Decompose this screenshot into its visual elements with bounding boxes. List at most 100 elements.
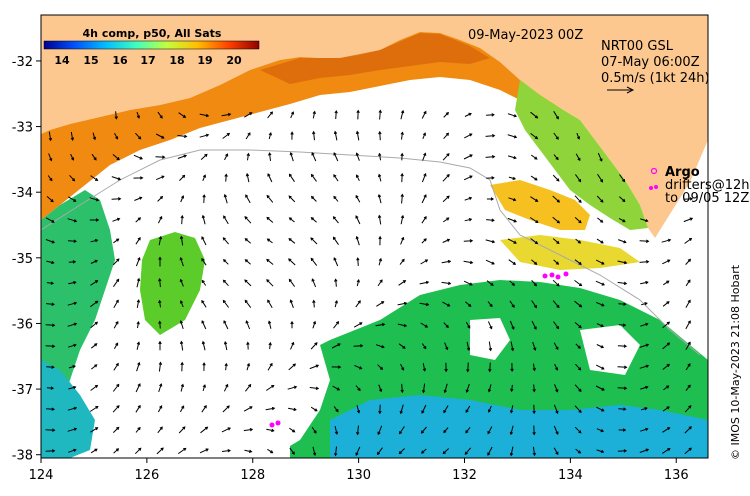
- current-vector-head: [667, 427, 671, 431]
- current-vector-head: [468, 196, 473, 201]
- current-vector-head: [271, 428, 275, 433]
- current-vector: [662, 301, 670, 307]
- current-vector: [246, 173, 250, 183]
- current-vector-head: [490, 282, 494, 286]
- current-vector-head: [333, 195, 337, 200]
- current-vector: [90, 427, 98, 433]
- current-vector-head: [312, 452, 317, 457]
- current-vector-head: [116, 383, 120, 387]
- current-vector: [685, 384, 691, 392]
- current-vector-head: [466, 369, 470, 373]
- current-vector-head: [488, 347, 493, 352]
- current-vector: [467, 362, 469, 372]
- current-vector: [379, 131, 381, 141]
- colorbar-tick: 19: [197, 54, 212, 67]
- current-vector-head: [179, 300, 184, 304]
- current-vector-head: [533, 304, 537, 309]
- current-vector: [48, 131, 52, 141]
- current-vector: [356, 174, 360, 182]
- current-vector: [375, 344, 385, 348]
- current-vector: [46, 196, 54, 202]
- current-vector-head: [266, 216, 270, 221]
- current-vector-head: [423, 152, 427, 156]
- current-vector: [421, 404, 427, 414]
- current-vector: [335, 110, 337, 120]
- current-vector: [266, 195, 274, 203]
- current-vector-head: [183, 154, 188, 158]
- current-vector: [377, 364, 383, 370]
- current-vector: [333, 216, 339, 224]
- current-vector-head: [227, 112, 232, 117]
- current-vector-head: [623, 281, 628, 286]
- current-vector: [464, 133, 472, 139]
- current-vector: [485, 156, 495, 158]
- current-vector-head: [645, 239, 650, 243]
- current-vector-head: [136, 277, 141, 282]
- current-vector: [443, 112, 449, 118]
- current-vector-head: [487, 409, 492, 413]
- current-vector-head: [555, 431, 559, 435]
- current-vector-head: [224, 362, 228, 367]
- current-vector: [685, 342, 691, 350]
- current-vector-head: [468, 218, 473, 222]
- current-vector-head: [159, 215, 163, 220]
- current-vector: [401, 132, 403, 140]
- current-vector-head: [182, 174, 186, 179]
- current-vector-head: [223, 259, 227, 263]
- current-vector: [442, 174, 450, 182]
- current-vector-head: [447, 281, 452, 286]
- current-vector-head: [687, 320, 691, 324]
- current-vector-head: [311, 278, 315, 282]
- current-vector: [355, 385, 361, 391]
- current-vector-head: [222, 279, 227, 283]
- current-vector: [288, 407, 296, 411]
- current-vector-head: [555, 451, 559, 456]
- current-vector: [246, 363, 250, 371]
- current-vector: [158, 383, 162, 393]
- current-vector: [288, 363, 296, 371]
- current-vector-head: [267, 320, 272, 324]
- current-vector: [135, 237, 141, 245]
- current-vector: [662, 321, 670, 329]
- current-vector-head: [139, 156, 143, 160]
- current-vector-head: [422, 368, 427, 372]
- current-vector: [90, 300, 98, 308]
- current-vector: [136, 300, 140, 308]
- current-vector: [422, 383, 426, 393]
- current-vector-head: [115, 136, 119, 140]
- current-vector: [311, 174, 317, 182]
- current-vector-head: [534, 241, 539, 245]
- current-vector-head: [137, 217, 142, 221]
- current-vector: [202, 175, 206, 181]
- current-vector: [311, 426, 317, 434]
- current-vector: [507, 238, 517, 244]
- argo-float-markers: [269, 271, 569, 428]
- current-vector-head: [50, 386, 55, 390]
- current-vector-head: [446, 195, 450, 199]
- current-vector-head: [687, 363, 691, 367]
- current-vector-head: [401, 236, 405, 241]
- current-vector-head: [289, 299, 293, 303]
- current-vector: [45, 324, 55, 326]
- current-vector: [244, 238, 252, 244]
- current-vector-head: [94, 259, 98, 263]
- current-vector-head: [310, 237, 314, 241]
- current-vector: [574, 300, 582, 308]
- current-vector: [70, 131, 74, 141]
- current-vector: [310, 406, 318, 412]
- current-vector: [137, 321, 139, 329]
- current-vector: [463, 154, 473, 160]
- current-vector: [157, 426, 163, 434]
- current-vector-head: [402, 345, 406, 349]
- current-vector: [399, 426, 405, 434]
- current-vector-head: [249, 406, 253, 410]
- current-vector: [685, 259, 691, 265]
- current-vector: [640, 218, 648, 222]
- current-vector-head: [94, 364, 98, 368]
- current-vector: [443, 322, 449, 328]
- current-vector: [552, 279, 560, 287]
- current-vector-head: [116, 157, 120, 161]
- current-vector: [309, 387, 319, 389]
- current-vector: [356, 279, 360, 287]
- current-vector-head: [332, 216, 336, 220]
